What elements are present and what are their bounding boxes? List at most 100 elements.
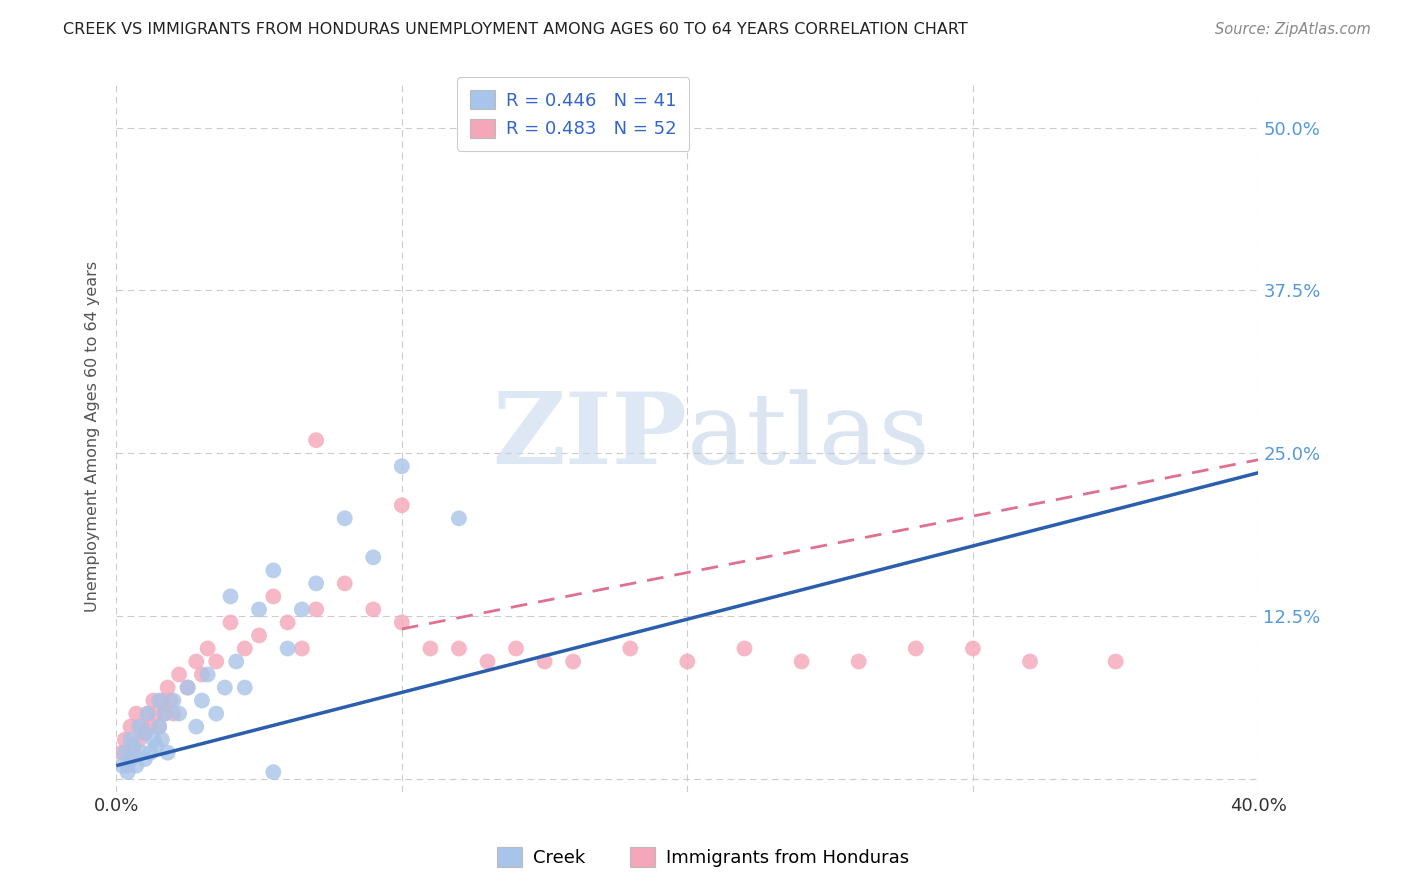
Point [176, 681, 198, 695]
Point [562, 655, 585, 669]
Point [145, 706, 167, 721]
Point [191, 693, 214, 707]
Point [233, 641, 256, 656]
Point [962, 641, 984, 656]
Point [214, 681, 236, 695]
Point [128, 720, 150, 734]
Point [125, 758, 148, 772]
Point [134, 726, 156, 740]
Legend: R = 0.446   N = 41, R = 0.483   N = 52: R = 0.446 N = 41, R = 0.483 N = 52 [457, 77, 689, 151]
Point [142, 693, 165, 707]
Point [176, 681, 198, 695]
Point [167, 667, 190, 681]
Point [391, 615, 413, 630]
Y-axis label: Unemployment Among Ages 60 to 64 years: Unemployment Among Ages 60 to 64 years [86, 261, 100, 613]
Point [134, 726, 156, 740]
Point [333, 576, 356, 591]
Point [734, 641, 756, 656]
Point [1019, 655, 1042, 669]
Point [125, 706, 148, 721]
Point [191, 667, 214, 681]
Point [148, 693, 170, 707]
Point [305, 602, 328, 616]
Point [205, 706, 228, 721]
Text: Source: ZipAtlas.com: Source: ZipAtlas.com [1215, 22, 1371, 37]
Point [291, 602, 314, 616]
Point [277, 641, 299, 656]
Legend: Creek, Immigrants from Honduras: Creek, Immigrants from Honduras [489, 839, 917, 874]
Point [447, 511, 470, 525]
Point [186, 720, 208, 734]
Point [186, 655, 208, 669]
Point [139, 720, 162, 734]
Point [391, 459, 413, 474]
Point [167, 706, 190, 721]
Point [120, 752, 142, 766]
Point [361, 550, 384, 565]
Point [505, 641, 527, 656]
Point [333, 511, 356, 525]
Point [148, 720, 170, 734]
Point [277, 615, 299, 630]
Point [247, 602, 270, 616]
Text: atlas: atlas [688, 389, 931, 485]
Point [419, 641, 441, 656]
Point [219, 590, 242, 604]
Point [114, 746, 136, 760]
Point [197, 667, 219, 681]
Point [136, 706, 159, 721]
Point [904, 641, 927, 656]
Text: CREEK VS IMMIGRANTS FROM HONDURAS UNEMPLOYMENT AMONG AGES 60 TO 64 YEARS CORRELA: CREEK VS IMMIGRANTS FROM HONDURAS UNEMPL… [63, 22, 967, 37]
Point [117, 758, 139, 772]
Point [305, 576, 328, 591]
Point [1105, 655, 1128, 669]
Point [205, 655, 228, 669]
Point [233, 681, 256, 695]
Text: ZIP: ZIP [492, 388, 688, 485]
Point [122, 739, 145, 753]
Point [305, 433, 328, 447]
Point [134, 752, 156, 766]
Point [533, 655, 555, 669]
Point [122, 746, 145, 760]
Point [197, 641, 219, 656]
Point [162, 706, 184, 721]
Point [247, 628, 270, 642]
Point [128, 732, 150, 747]
Point [790, 655, 813, 669]
Point [477, 655, 499, 669]
Point [225, 655, 247, 669]
Point [150, 732, 173, 747]
Point [111, 746, 134, 760]
Point [262, 563, 284, 577]
Point [156, 746, 179, 760]
Point [131, 746, 153, 760]
Point [120, 732, 142, 747]
Point [848, 655, 870, 669]
Point [262, 765, 284, 780]
Point [148, 720, 170, 734]
Point [111, 758, 134, 772]
Point [162, 693, 184, 707]
Point [114, 732, 136, 747]
Point [153, 706, 176, 721]
Point [219, 615, 242, 630]
Point [150, 693, 173, 707]
Point [391, 498, 413, 512]
Point [139, 746, 162, 760]
Point [262, 590, 284, 604]
Point [361, 602, 384, 616]
Point [131, 720, 153, 734]
Point [291, 641, 314, 656]
Point [156, 681, 179, 695]
Point [159, 693, 181, 707]
Point [619, 641, 641, 656]
Point [142, 732, 165, 747]
Point [120, 720, 142, 734]
Point [447, 641, 470, 656]
Point [136, 706, 159, 721]
Point [117, 765, 139, 780]
Point [145, 739, 167, 753]
Point [153, 706, 176, 721]
Point [676, 655, 699, 669]
